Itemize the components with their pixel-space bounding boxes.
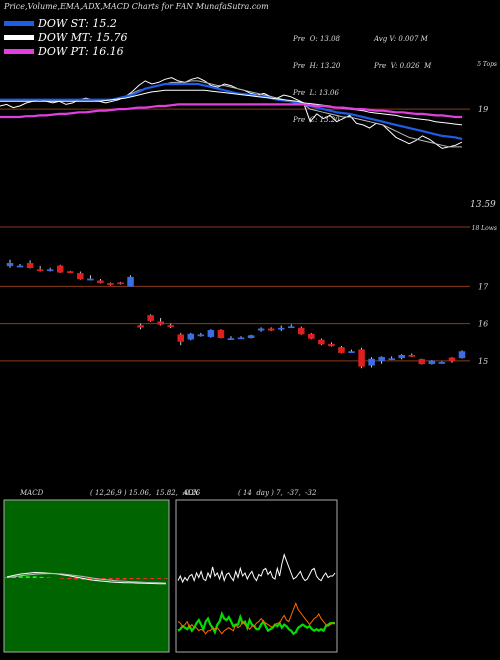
candle-body: [338, 347, 345, 353]
legend-label-pt: DOW PT: 16.16: [38, 45, 124, 58]
prev-low: Pre L: 13.06: [293, 89, 339, 97]
candle-body: [127, 276, 134, 287]
candle-body: [16, 265, 24, 268]
candle-body: [287, 326, 295, 329]
candle-body: [197, 334, 205, 337]
candle-body: [358, 349, 365, 367]
candle-body: [257, 328, 265, 331]
macd-series-line-signal: [6, 573, 167, 584]
candle-y-tick-2: 15: [478, 357, 488, 366]
legend-swatch-mt: [4, 35, 34, 40]
candle-body: [458, 351, 466, 359]
candle-y-tick-0: 17: [478, 282, 489, 291]
candle-body: [157, 321, 164, 325]
adx-params: ( 14 day ) 7, -37, -32: [238, 489, 317, 497]
adx-title: ADX: [183, 489, 199, 497]
prev-ohlc-info: Pre O: 13.08 Pre H: 13.20 Pre L: 13.06 P…: [293, 17, 340, 134]
lows-label: 18 Lows: [472, 225, 497, 232]
prev-high: Pre H: 13.20: [293, 62, 341, 70]
candle-body: [187, 333, 195, 340]
tops-label: 5 Tops: [477, 61, 497, 68]
candle-body: [448, 357, 456, 362]
prev-volume: Pre V: 0.026 M: [374, 62, 432, 70]
candle-body: [117, 282, 124, 285]
legend-dow-mt: DOW MT: 15.76: [4, 31, 128, 44]
legend-swatch-st: [4, 21, 34, 26]
macd-series-line-macd: [6, 571, 166, 585]
legend-swatch-pt: [4, 49, 34, 54]
last-price-label: 13.59: [470, 200, 496, 210]
candle-body: [177, 334, 185, 342]
candle-body: [107, 283, 114, 285]
volume-info: Avg V: 0.007 M Pre V: 0.026 M: [374, 17, 431, 80]
adx-series-line-plusminus-di: [177, 611, 335, 636]
candle-body: [97, 280, 104, 283]
candle-body: [217, 330, 225, 339]
candle-body: [67, 271, 74, 273]
candle-body: [36, 269, 44, 272]
candle-body: [77, 273, 84, 280]
chart-title: Price,Volume,EMA,ADX,MACD Charts for FAN…: [4, 2, 269, 11]
candle-body: [147, 315, 154, 321]
candle-body: [237, 337, 245, 340]
candle-body: [328, 343, 335, 347]
candle-body: [167, 325, 174, 327]
candle-body: [46, 269, 54, 272]
candle-body: [378, 356, 385, 362]
adx-series-line-adx: [177, 553, 336, 584]
candle-body: [26, 263, 34, 269]
candle-body: [408, 355, 416, 357]
candle-body: [438, 362, 446, 364]
candle-body: [418, 359, 426, 365]
legend-label-st: DOW ST: 15.2: [38, 17, 117, 30]
candle-y-tick-1: 16: [478, 320, 488, 329]
candle-body: [207, 330, 215, 337]
candle-body: [298, 327, 305, 335]
candle-body: [348, 351, 355, 353]
candle-body: [6, 263, 14, 267]
price-y-tick-0: 19: [478, 105, 488, 114]
legend-label-mt: DOW MT: 15.76: [38, 31, 128, 44]
series-line-dow-pt: [0, 103, 462, 119]
candle-body: [318, 339, 325, 345]
candle-body: [368, 358, 375, 366]
candle-body: [267, 328, 275, 331]
candle-body: [428, 360, 436, 365]
prev-open: Pre O: 13.08: [293, 35, 341, 43]
candle-body: [227, 338, 235, 340]
adx-series-line-minus-di: [177, 602, 335, 635]
candle-body: [398, 355, 405, 359]
candle-body: [87, 278, 94, 281]
legend-dow-pt: DOW PT: 16.16: [4, 45, 124, 58]
series-line-dow-mt: [0, 89, 463, 126]
candle-body: [277, 327, 285, 330]
candle-body: [308, 333, 315, 339]
candle-body: [137, 325, 144, 328]
candle-body: [388, 358, 395, 361]
series-line-dow-st: [0, 82, 463, 141]
macd-params: ( 12,26,9 ) 15.06, 15.82, -0.26: [90, 489, 201, 497]
candle-body: [247, 335, 255, 339]
candle-body: [56, 265, 64, 273]
avg-volume: Avg V: 0.007 M: [374, 35, 428, 43]
macd-panel-bg: [3, 499, 170, 653]
prev-close: Pre C: 13.20: [293, 116, 340, 124]
legend-dow-st: DOW ST: 15.2: [4, 17, 117, 30]
macd-title: MACD: [20, 489, 44, 497]
